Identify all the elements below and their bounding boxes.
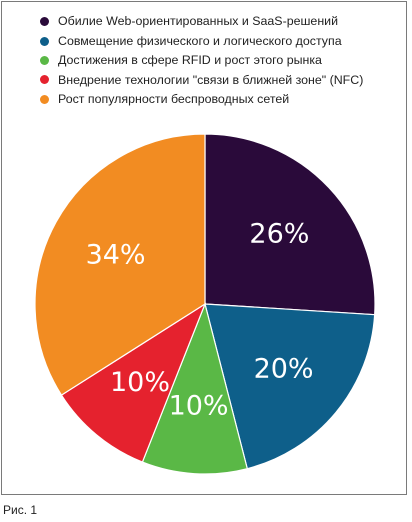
legend-item: Рост популярности беспроводных сетей bbox=[40, 90, 363, 109]
legend-swatch bbox=[40, 36, 49, 46]
pie-slice bbox=[141, 302, 249, 475]
pie-slice bbox=[60, 302, 207, 463]
legend-label: Рост популярности беспроводных сетей bbox=[58, 92, 290, 107]
pie-slice bbox=[204, 303, 376, 470]
legend-swatch bbox=[40, 17, 49, 27]
legend-label: Внедрение технологии "связи в ближней зо… bbox=[58, 72, 364, 87]
slice-label: 10% bbox=[169, 390, 229, 421]
pie-slices bbox=[34, 133, 376, 475]
legend-swatch bbox=[40, 94, 49, 104]
legend-item: Достижения в сфере RFID и рост этого рын… bbox=[40, 51, 363, 70]
slice-label: 34% bbox=[86, 239, 146, 270]
legend: Обилие Web-ориентированных и SaaS-решени… bbox=[40, 12, 363, 109]
legend-swatch bbox=[40, 55, 49, 65]
pie-slice bbox=[34, 133, 206, 396]
legend-label: Совмещение физического и логического дос… bbox=[58, 33, 342, 48]
pie-labels: 26% 20% 10%10% 34% bbox=[86, 219, 314, 422]
legend-item: Совмещение физического и логического дос… bbox=[40, 31, 363, 50]
figure-caption: Рис. 1 bbox=[3, 503, 38, 517]
legend-swatch bbox=[40, 75, 49, 85]
pie-slice bbox=[204, 133, 376, 316]
legend-item: Внедрение технологии "связи в ближней зо… bbox=[40, 70, 363, 89]
slice-label: 20% bbox=[254, 354, 314, 385]
legend-label: Достижения в сфере RFID и рост этого рын… bbox=[58, 53, 322, 68]
slice-label: 10% bbox=[110, 367, 170, 398]
legend-item: Обилие Web-ориентированных и SaaS-решени… bbox=[40, 12, 363, 31]
legend-label: Обилие Web-ориентированных и SaaS-решени… bbox=[58, 14, 338, 29]
slice-label: 26% bbox=[249, 219, 309, 250]
